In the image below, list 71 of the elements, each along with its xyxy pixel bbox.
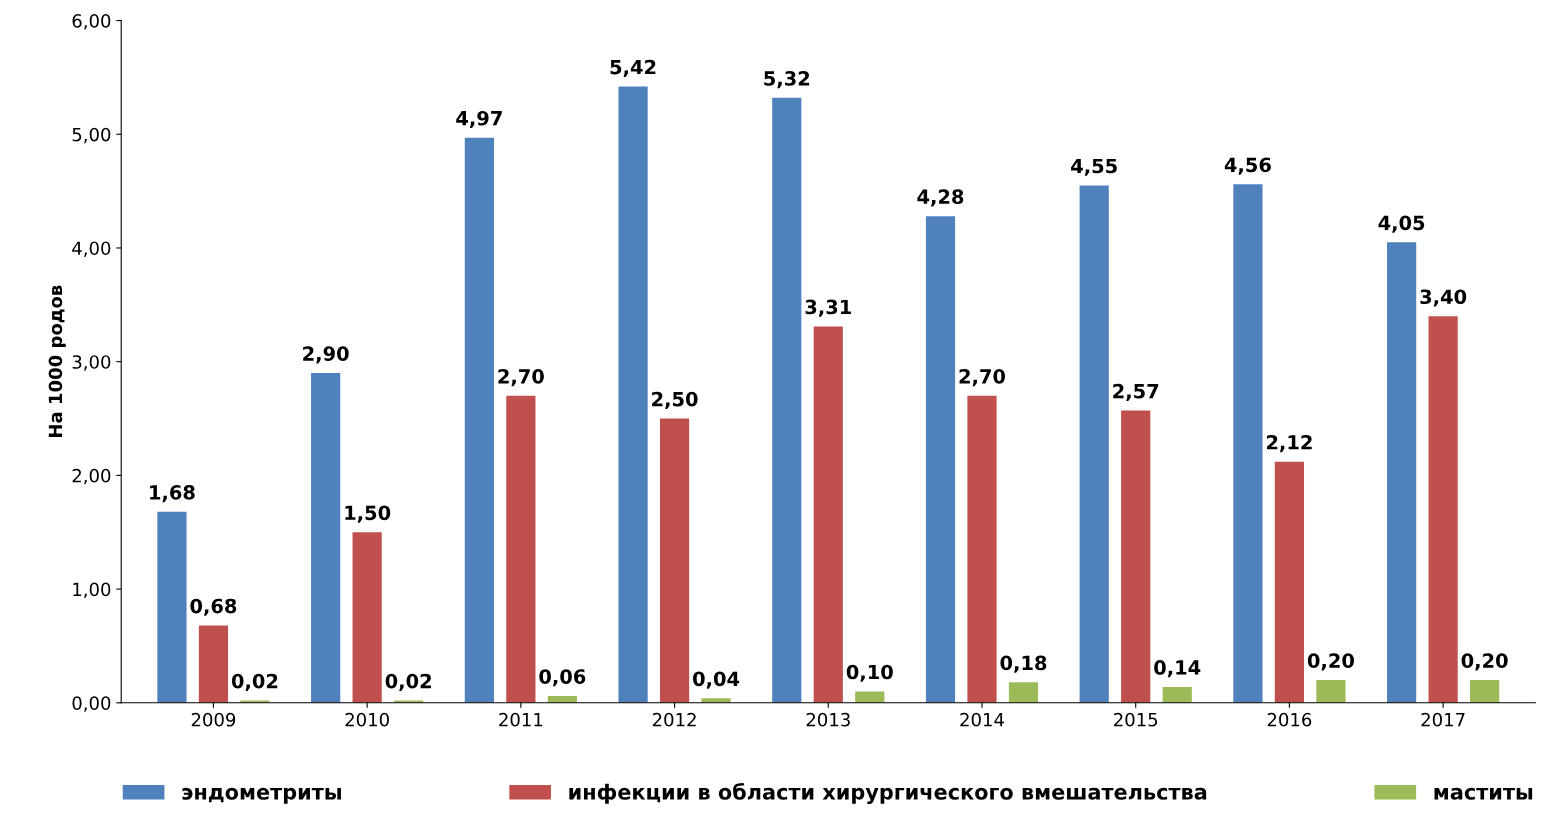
data-label: 4,28	[917, 189, 964, 207]
y-tick-label: 0,00	[72, 696, 111, 712]
data-label: 0,02	[385, 673, 431, 691]
bar	[311, 373, 341, 703]
bar	[352, 532, 382, 703]
bar	[701, 698, 731, 703]
x-tick-label: 2010	[345, 712, 389, 727]
data-label: 0,02	[231, 673, 278, 691]
data-label: 0,68	[190, 598, 237, 616]
legend-label: маститы	[1434, 787, 1533, 800]
bar	[1162, 686, 1192, 703]
data-label: 4,56	[1224, 157, 1271, 175]
data-label: 5,32	[764, 71, 810, 89]
data-label: 2,90	[303, 346, 349, 364]
data-label: 0,06	[539, 669, 586, 687]
data-label: 4,55	[1071, 158, 1117, 176]
y-axis-title: На 1000 родов	[48, 285, 66, 437]
bar	[1428, 316, 1458, 703]
bar	[1470, 680, 1500, 703]
data-label: 0,20	[1307, 653, 1354, 671]
y-tick-label: 3,00	[72, 355, 111, 371]
bar	[772, 97, 802, 703]
bar	[659, 418, 690, 703]
x-tick-label: 2011	[499, 712, 543, 727]
data-label: 2,70	[959, 368, 1006, 387]
data-label: 3,40	[1420, 289, 1467, 307]
y-tick-label: 5,00	[72, 127, 111, 144]
bar	[198, 625, 229, 703]
bar	[618, 86, 648, 703]
data-label: 0,04	[693, 671, 740, 689]
x-tick-label: 2015	[1114, 712, 1158, 727]
bar	[1387, 242, 1417, 703]
legend-label: эндометриты	[182, 787, 341, 804]
data-label: 5,42	[610, 59, 656, 77]
x-tick-label: 2012	[652, 712, 696, 727]
data-label: 0,20	[1461, 653, 1508, 671]
bar	[464, 137, 494, 703]
data-label: 2,50	[652, 391, 698, 409]
legend-label: инфекции в области хирургического вмешательства	[569, 782, 1207, 804]
data-label: 0,14	[1154, 660, 1201, 678]
bar	[967, 395, 997, 703]
bar	[813, 326, 843, 703]
x-tick-label: 2014	[960, 712, 1004, 727]
data-label: 2,57	[1113, 383, 1159, 401]
y-tick-label: 2,00	[72, 468, 111, 485]
bar	[1079, 185, 1109, 703]
bar	[855, 691, 885, 703]
x-tick-label: 2009	[191, 712, 236, 727]
bar	[1008, 682, 1039, 703]
bar	[1233, 184, 1263, 703]
data-label: 1,50	[345, 505, 391, 523]
bar	[1121, 410, 1151, 703]
bar	[506, 395, 536, 703]
data-label: 0,10	[846, 664, 893, 682]
x-tick-label: 2016	[1267, 712, 1312, 727]
bar	[1274, 461, 1305, 703]
x-tick-label: 2013	[806, 712, 850, 727]
data-label: 4,05	[1378, 215, 1425, 233]
data-label: 2,70	[498, 368, 544, 387]
x-tick-label: 2017	[1421, 712, 1465, 727]
y-tick-label: 4,00	[72, 241, 111, 257]
y-tick-label: 6,00	[72, 14, 111, 30]
data-label: 2,12	[1266, 434, 1312, 453]
bar	[157, 511, 187, 703]
data-label: 1,68	[150, 484, 195, 503]
bar	[1316, 680, 1346, 703]
bar	[925, 216, 956, 703]
y-tick-label: 1,00	[73, 582, 111, 599]
data-label: 0,18	[1000, 655, 1047, 673]
data-label: 4,97	[456, 110, 502, 129]
data-label: 3,31	[805, 299, 851, 317]
